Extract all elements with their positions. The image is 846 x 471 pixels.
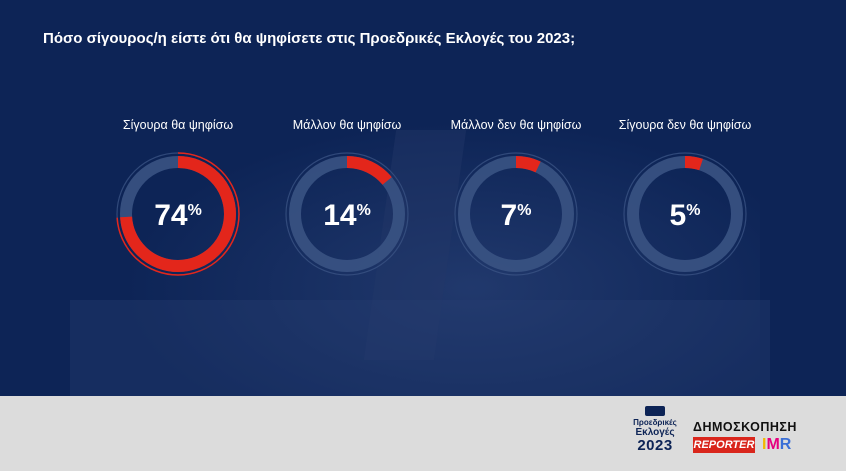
imr-logo: IMR bbox=[762, 436, 791, 454]
imr-logo-m: M bbox=[766, 436, 780, 453]
imr-logo-i: I bbox=[762, 436, 767, 453]
donut-outline bbox=[285, 152, 409, 276]
donut-highlight-ring bbox=[116, 152, 240, 276]
elections-logo-line2: Εκλογές bbox=[635, 427, 675, 438]
category-label: Μάλλον δεν θα ψηφίσω bbox=[451, 118, 582, 132]
donut-4: Σίγουρα δεν θα ψηφίσω 5% bbox=[619, 118, 752, 276]
imr-logo-r: R bbox=[779, 436, 792, 453]
elections-logo-year: 2023 bbox=[637, 437, 673, 454]
value-label: 7% bbox=[501, 199, 532, 232]
value-label: 5% bbox=[670, 199, 701, 232]
category-label: Σίγουρα δεν θα ψηφίσω bbox=[619, 118, 752, 132]
donut-value-arc bbox=[289, 156, 405, 272]
donut-3: Μάλλον δεν θα ψηφίσω 7% bbox=[451, 118, 582, 276]
footer-bar bbox=[0, 396, 846, 471]
chart-title: Πόσο σίγουρος/η είστε ότι θα ψηφίσετε στ… bbox=[43, 30, 576, 47]
value-label: 74% bbox=[154, 199, 202, 232]
donut-value-arc bbox=[458, 156, 574, 272]
background-photo-table bbox=[70, 300, 770, 396]
donut-value-arc bbox=[120, 156, 236, 272]
category-label: Σίγουρα θα ψηφίσω bbox=[123, 118, 233, 132]
donut-2: Μάλλον θα ψηφίσω 14% bbox=[285, 118, 409, 276]
donut-outline bbox=[454, 152, 578, 276]
poll-label: ΔΗΜΟΣΚΟΠΗΣΗ bbox=[693, 420, 797, 434]
category-label: Μάλλον θα ψηφίσω bbox=[293, 118, 402, 132]
donut-outline bbox=[623, 152, 747, 276]
elections-logo: Προεδρικές Εκλογές 2023 bbox=[628, 404, 682, 466]
reporter-logo: REPORTER bbox=[693, 437, 755, 453]
ballot-box-icon bbox=[645, 406, 665, 416]
donut-1: Σίγουρα θα ψηφίσω 74% bbox=[116, 118, 240, 276]
value-label: 14% bbox=[323, 199, 371, 232]
elections-logo-line1: Προεδρικές bbox=[633, 418, 677, 427]
donut-value-arc bbox=[627, 156, 743, 272]
